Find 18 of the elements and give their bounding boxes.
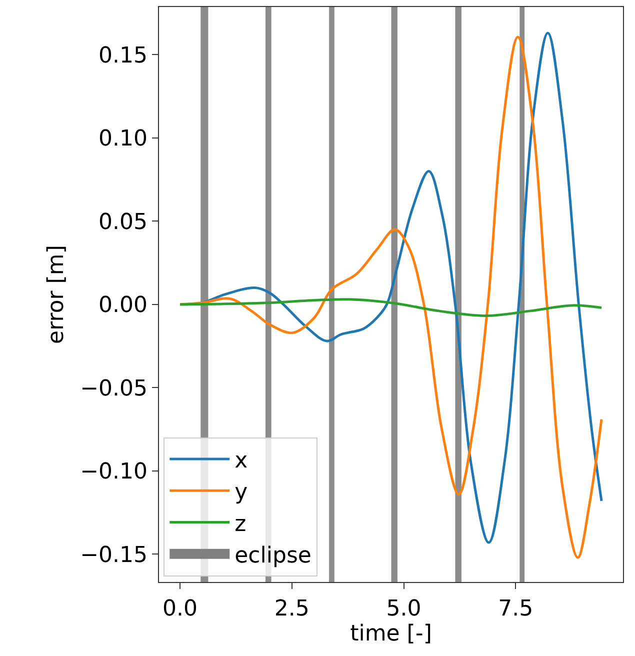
y-tick-label: 0.15 xyxy=(98,43,148,68)
y-tick-label: 0.05 xyxy=(98,210,148,235)
y-tick-label: −0.10 xyxy=(80,460,148,485)
legend-label: x xyxy=(234,448,248,474)
y-axis-title: error [m] xyxy=(44,245,69,344)
y-tick-label: −0.15 xyxy=(80,542,148,568)
x-tick-label: 7.5 xyxy=(498,596,534,622)
legend-label: y xyxy=(234,480,248,506)
y-tick-label: 0.00 xyxy=(98,293,148,318)
y-tick-label: −0.05 xyxy=(80,376,148,402)
x-tick-label: 2.5 xyxy=(274,596,310,622)
x-axis-title: time [-] xyxy=(350,622,432,646)
y-tick-label: 0.10 xyxy=(98,126,148,152)
legend-label: z xyxy=(234,512,246,537)
x-tick-label: 0.0 xyxy=(162,596,198,622)
line-series xyxy=(178,298,603,317)
x-tick-label: 5.0 xyxy=(386,596,422,622)
band-label: eclipse xyxy=(234,543,312,568)
